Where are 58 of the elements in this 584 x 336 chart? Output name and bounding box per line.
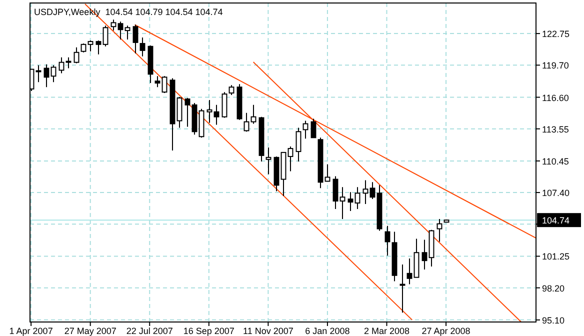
candlestick	[154, 76, 160, 88]
candlestick	[184, 97, 190, 128]
candlestick	[132, 24, 138, 54]
candlestick	[74, 46, 80, 64]
candlestick	[354, 186, 360, 210]
candlestick	[66, 56, 72, 69]
x-tick-label: 1 Apr 2007	[9, 326, 53, 336]
candlestick	[110, 19, 116, 32]
candlestick	[88, 40, 94, 52]
candlestick	[44, 64, 50, 88]
candlestick	[324, 164, 330, 182]
candlestick	[96, 40, 102, 55]
candlestick	[384, 225, 390, 256]
candlestick	[36, 64, 42, 83]
candlestick	[406, 258, 412, 285]
x-tick-label: 2 Mar 2008	[364, 326, 410, 336]
candlestick	[288, 146, 294, 172]
ref-line-label: 104.74	[542, 216, 570, 226]
candlestick	[400, 264, 406, 314]
x-tick-label: 27 Apr 2008	[422, 326, 470, 336]
y-tick-label: 98.20	[542, 283, 565, 294]
candlestick	[348, 192, 354, 212]
candlestick	[140, 36, 146, 57]
y-tick-label: 95.10	[542, 315, 565, 326]
candlestick	[332, 176, 338, 210]
y-tick-label: 116.60	[542, 92, 569, 103]
y-tick-label: 101.25	[542, 252, 570, 262]
x-tick-label: 22 Jul 2007	[126, 326, 173, 336]
candlestick	[176, 96, 182, 128]
y-tick-label: 113.55	[542, 124, 569, 134]
y-tick-label: 107.40	[542, 188, 570, 198]
y-tick-label: 119.70	[542, 60, 569, 71]
candlestick	[250, 104, 256, 124]
y-tick-label: 122.75	[542, 29, 570, 40]
candlestick	[244, 112, 250, 132]
candlestick	[370, 182, 376, 200]
candlestick	[228, 84, 234, 96]
candlestick	[436, 218, 442, 242]
candlestick	[296, 127, 302, 162]
candlestick	[422, 239, 428, 270]
candlestick	[266, 146, 272, 175]
candlestick	[102, 25, 108, 47]
y-tick-label: 110.45	[542, 156, 569, 166]
candlestick	[222, 92, 228, 118]
x-tick-label: 6 Jan 2008	[305, 326, 350, 336]
candlestick	[124, 25, 130, 40]
candlestick	[118, 21, 124, 40]
candlestick	[58, 56, 64, 74]
candlestick	[310, 118, 316, 138]
x-tick-label: 27 May 2007	[64, 326, 116, 336]
candlestick	[50, 64, 56, 83]
candlestick	[340, 186, 346, 220]
candlestick	[362, 180, 368, 205]
x-tick-label: 16 Sep 2007	[183, 326, 234, 336]
candlestick	[214, 104, 220, 126]
candlestick	[206, 99, 212, 124]
x-tick-label: 11 Nov 2007	[242, 326, 294, 336]
candlestick	[162, 76, 168, 94]
